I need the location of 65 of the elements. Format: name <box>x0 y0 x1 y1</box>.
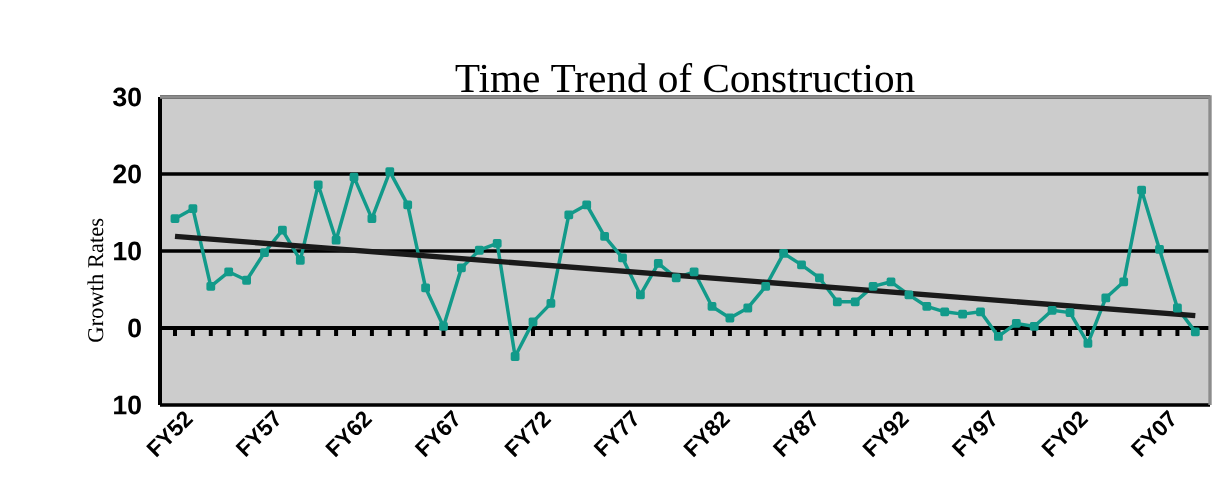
y-tick-label: 10 <box>114 241 141 261</box>
point <box>940 307 950 317</box>
point <box>922 302 932 311</box>
point <box>260 248 269 257</box>
y-tick-label: 0 <box>128 318 141 338</box>
point <box>421 283 431 293</box>
point <box>439 322 448 331</box>
point <box>689 267 699 277</box>
point <box>170 214 180 224</box>
point <box>277 225 287 235</box>
point <box>1065 308 1075 318</box>
point <box>653 258 663 268</box>
point <box>224 267 234 277</box>
point <box>313 180 323 190</box>
point <box>1083 338 1093 348</box>
chart-title: Time Trend of Construction <box>455 62 915 93</box>
point <box>1101 293 1111 303</box>
point <box>1137 185 1147 195</box>
y-tick-label: 30 <box>113 87 141 107</box>
point <box>994 332 1003 341</box>
point <box>636 290 645 300</box>
point <box>385 167 395 177</box>
point <box>850 297 860 307</box>
point <box>886 277 896 287</box>
point <box>1011 318 1021 328</box>
point <box>331 235 341 245</box>
y-tick-label: 10 <box>114 395 141 415</box>
point <box>1155 245 1164 254</box>
point <box>206 282 216 291</box>
point <box>1047 305 1057 315</box>
point <box>349 172 359 182</box>
point <box>797 260 806 270</box>
point <box>743 303 753 313</box>
point <box>671 273 681 283</box>
point <box>1190 327 1200 337</box>
point <box>367 214 377 224</box>
point <box>868 282 878 291</box>
point <box>815 273 824 283</box>
point <box>1173 303 1182 313</box>
point <box>492 238 502 248</box>
point <box>295 255 305 265</box>
y-tick-label: 20 <box>113 164 141 184</box>
point <box>904 290 914 300</box>
point <box>832 297 842 307</box>
point <box>707 302 717 311</box>
point <box>976 307 985 317</box>
point <box>761 282 771 291</box>
point <box>188 204 198 214</box>
point <box>1119 277 1129 287</box>
y-axis-title: Growth Rates <box>87 218 104 342</box>
point <box>510 352 520 361</box>
point <box>725 313 735 323</box>
point <box>1029 322 1039 331</box>
point <box>403 200 413 210</box>
point <box>600 231 610 241</box>
point <box>546 298 556 308</box>
point <box>582 200 592 210</box>
point <box>618 253 627 263</box>
point <box>474 245 484 255</box>
point <box>564 210 574 220</box>
point <box>958 309 968 319</box>
point <box>242 275 252 285</box>
point <box>779 248 789 258</box>
point <box>528 317 538 327</box>
point <box>457 263 466 273</box>
